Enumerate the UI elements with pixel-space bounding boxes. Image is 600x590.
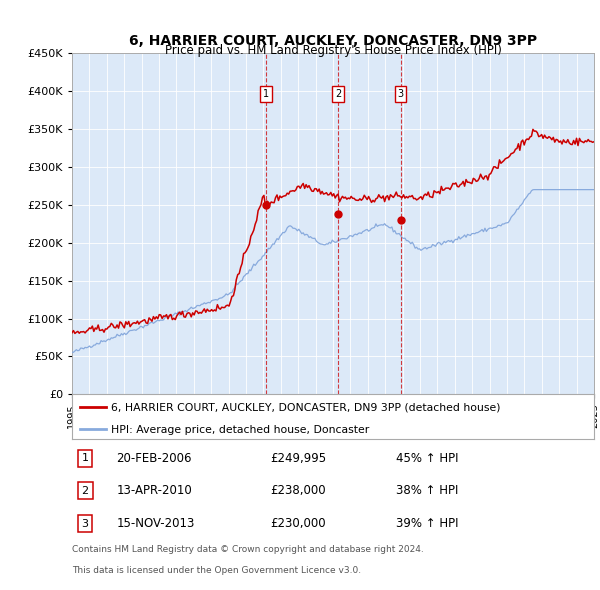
- Text: £249,995: £249,995: [271, 452, 326, 465]
- Text: 2: 2: [82, 486, 89, 496]
- Text: 39% ↑ HPI: 39% ↑ HPI: [395, 517, 458, 530]
- Text: £230,000: £230,000: [271, 517, 326, 530]
- Text: HPI: Average price, detached house, Doncaster: HPI: Average price, detached house, Donc…: [111, 425, 370, 435]
- Text: Price paid vs. HM Land Registry's House Price Index (HPI): Price paid vs. HM Land Registry's House …: [164, 44, 502, 57]
- Text: 1: 1: [82, 454, 89, 464]
- Text: This data is licensed under the Open Government Licence v3.0.: This data is licensed under the Open Gov…: [72, 566, 361, 575]
- Text: 20-FEB-2006: 20-FEB-2006: [116, 452, 192, 465]
- Title: 6, HARRIER COURT, AUCKLEY, DONCASTER, DN9 3PP: 6, HARRIER COURT, AUCKLEY, DONCASTER, DN…: [129, 34, 537, 48]
- Text: 38% ↑ HPI: 38% ↑ HPI: [395, 484, 458, 497]
- Text: £238,000: £238,000: [271, 484, 326, 497]
- Text: 2: 2: [335, 89, 341, 99]
- Text: 6, HARRIER COURT, AUCKLEY, DONCASTER, DN9 3PP (detached house): 6, HARRIER COURT, AUCKLEY, DONCASTER, DN…: [111, 403, 500, 413]
- Text: 13-APR-2010: 13-APR-2010: [116, 484, 192, 497]
- Text: 3: 3: [82, 519, 89, 529]
- Text: Contains HM Land Registry data © Crown copyright and database right 2024.: Contains HM Land Registry data © Crown c…: [72, 545, 424, 553]
- Text: 45% ↑ HPI: 45% ↑ HPI: [395, 452, 458, 465]
- Text: 15-NOV-2013: 15-NOV-2013: [116, 517, 195, 530]
- Text: 3: 3: [397, 89, 404, 99]
- Text: 1: 1: [263, 89, 269, 99]
